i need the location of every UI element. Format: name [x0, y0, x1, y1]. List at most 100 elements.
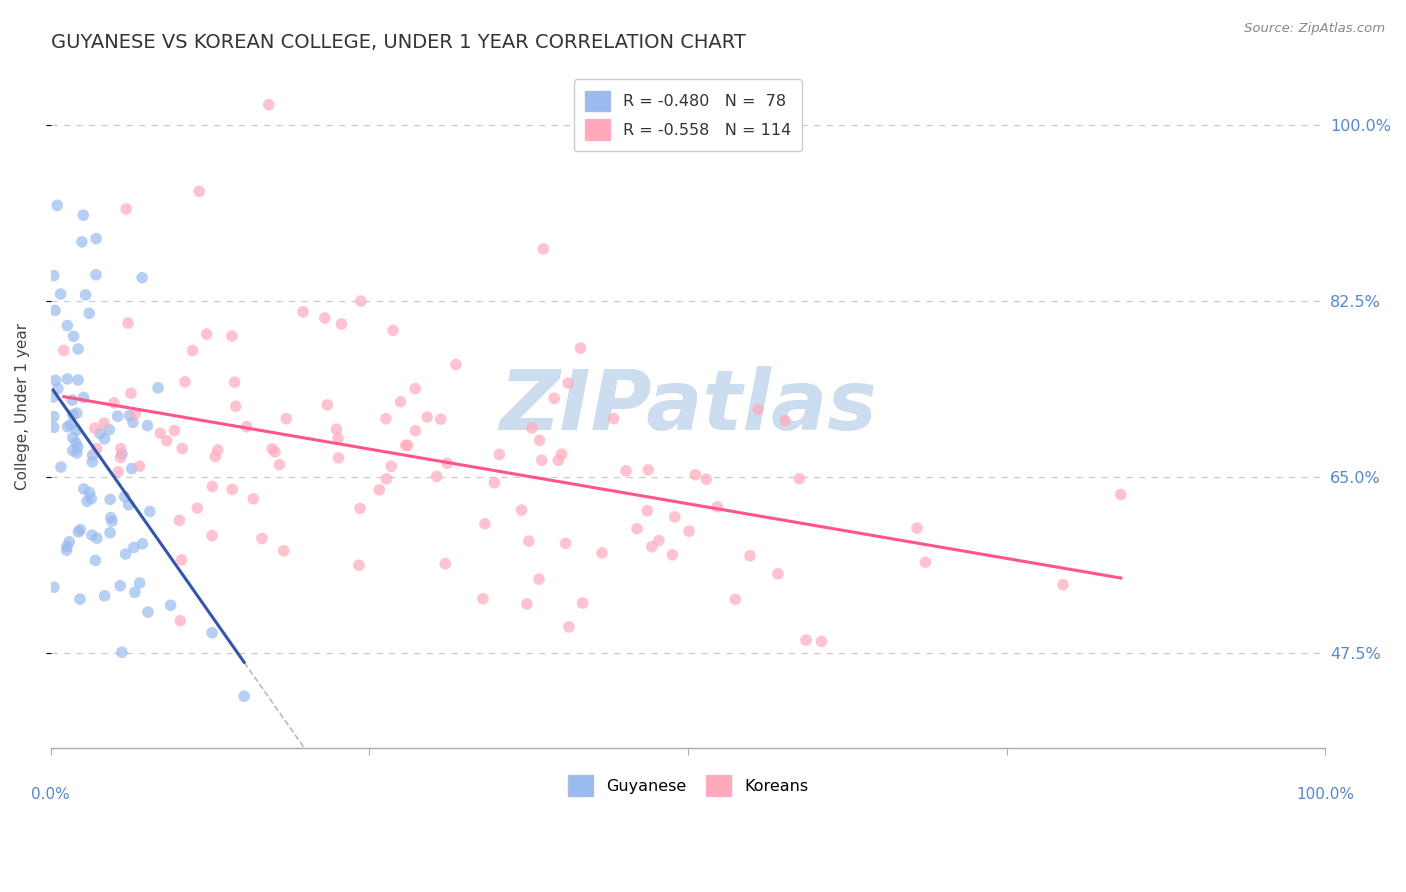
Point	[626, 522, 648, 536]
Point	[76, 494, 98, 508]
Point	[52, 343, 75, 358]
Point	[124, 585, 146, 599]
Point	[70, 235, 93, 249]
Point	[75, 288, 97, 302]
Point	[648, 533, 671, 548]
Point	[46, 382, 69, 396]
Point	[636, 504, 658, 518]
Point	[695, 472, 717, 486]
Point	[42, 268, 65, 283]
Point	[292, 305, 315, 319]
Point	[416, 410, 439, 425]
Point	[159, 598, 181, 612]
Point	[84, 268, 107, 282]
Point	[242, 491, 264, 506]
Point	[429, 412, 451, 426]
Text: GUYANESE VS KOREAN COLLEGE, UNDER 1 YEAR CORRELATION CHART: GUYANESE VS KOREAN COLLEGE, UNDER 1 YEAR…	[51, 33, 745, 52]
Point	[56, 540, 79, 554]
Point	[66, 440, 89, 454]
Point	[98, 492, 121, 507]
Point	[543, 391, 565, 405]
Point	[375, 472, 398, 486]
Point	[224, 375, 246, 389]
Point	[186, 501, 208, 516]
Point	[86, 531, 108, 545]
Point	[62, 329, 84, 343]
Point	[529, 434, 551, 448]
Point	[547, 453, 569, 467]
Point	[516, 597, 538, 611]
Point	[122, 416, 145, 430]
Point	[84, 553, 107, 567]
Point	[389, 394, 412, 409]
Point	[79, 485, 101, 500]
Point	[124, 407, 146, 421]
Point	[773, 414, 796, 428]
Point	[98, 525, 121, 540]
Point	[62, 431, 84, 445]
Point	[905, 521, 928, 535]
Point	[661, 548, 683, 562]
Point	[328, 450, 350, 465]
Point	[44, 303, 66, 318]
Point	[471, 591, 494, 606]
Point	[221, 483, 243, 497]
Point	[488, 447, 510, 461]
Point	[136, 605, 159, 619]
Point	[65, 423, 87, 437]
Point	[49, 460, 72, 475]
Point	[810, 634, 832, 648]
Point	[349, 501, 371, 516]
Point	[49, 287, 72, 301]
Point	[139, 504, 162, 518]
Point	[221, 329, 243, 343]
Point	[72, 391, 94, 405]
Point	[1109, 487, 1132, 501]
Point	[527, 572, 550, 586]
Point	[264, 445, 287, 459]
Point	[517, 534, 540, 549]
Point	[120, 386, 142, 401]
Point	[436, 456, 458, 470]
Point	[637, 463, 659, 477]
Point	[434, 557, 457, 571]
Text: 100.0%: 100.0%	[1296, 788, 1354, 802]
Point	[110, 450, 132, 465]
Point	[316, 398, 339, 412]
Point	[82, 448, 104, 462]
Point	[789, 472, 811, 486]
Point	[250, 532, 273, 546]
Point	[404, 382, 426, 396]
Point	[114, 490, 136, 504]
Point	[59, 417, 82, 432]
Point	[67, 373, 90, 387]
Point	[72, 208, 94, 222]
Point	[156, 434, 179, 448]
Point	[914, 555, 936, 569]
Point	[395, 438, 418, 452]
Point	[520, 421, 543, 435]
Point	[149, 426, 172, 441]
Point	[396, 438, 419, 452]
Point	[73, 482, 96, 496]
Point	[62, 443, 84, 458]
Point	[66, 406, 89, 420]
Point	[557, 376, 579, 391]
Point	[225, 399, 247, 413]
Point	[614, 464, 637, 478]
Point	[747, 402, 769, 417]
Point	[326, 431, 349, 445]
Point	[103, 396, 125, 410]
Point	[558, 620, 581, 634]
Point	[201, 528, 224, 542]
Point	[678, 524, 700, 538]
Point	[110, 442, 132, 456]
Point	[444, 358, 467, 372]
Point	[174, 375, 197, 389]
Point	[602, 411, 624, 425]
Point	[510, 503, 533, 517]
Point	[426, 469, 449, 483]
Point	[380, 459, 402, 474]
Point	[188, 184, 211, 198]
Point	[531, 242, 554, 256]
